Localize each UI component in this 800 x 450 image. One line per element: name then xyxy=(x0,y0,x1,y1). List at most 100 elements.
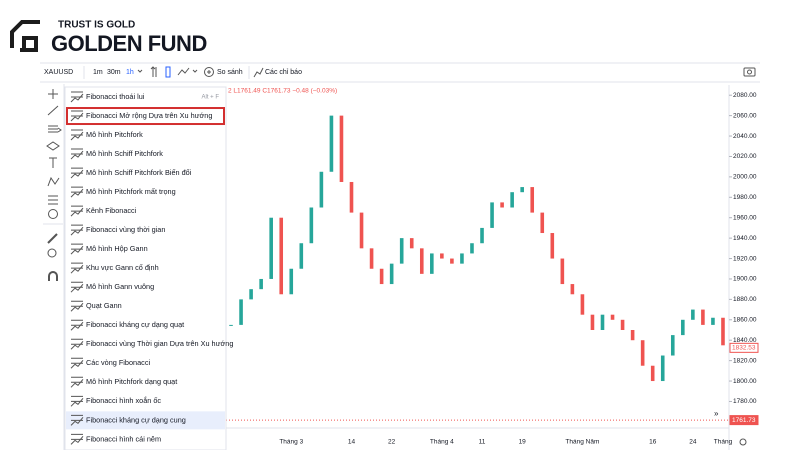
menu-item-label[interactable]: Mô hình Gann vuông xyxy=(86,282,154,291)
candle xyxy=(309,207,314,244)
candle xyxy=(580,294,585,315)
settings-icon[interactable] xyxy=(739,438,747,446)
compare-icon[interactable] xyxy=(207,70,211,74)
y-tick-label: 1800.00 xyxy=(733,378,757,385)
candle xyxy=(600,314,605,330)
candle-icon[interactable] xyxy=(165,66,171,78)
menu-item-icon[interactable] xyxy=(70,319,84,331)
menu-item-icon[interactable] xyxy=(70,205,84,217)
menu-item-icon[interactable] xyxy=(70,433,84,445)
menu-item-icon[interactable] xyxy=(70,262,84,274)
menu-item-icon[interactable] xyxy=(70,300,84,312)
camera-icon[interactable] xyxy=(743,67,756,77)
scroll-button[interactable]: » xyxy=(714,409,719,418)
candle xyxy=(269,217,273,279)
menu-item-label[interactable]: Fibonacci kháng cự dạng quạt xyxy=(86,320,184,329)
menu-item-label[interactable]: Fibonacci hình cái nêm xyxy=(86,434,161,443)
x-tick-label: Tháng Năm xyxy=(565,439,599,446)
menu-item-icon[interactable] xyxy=(70,376,84,388)
zoom-tool[interactable] xyxy=(47,248,57,258)
y-tick-label: 2020.00 xyxy=(733,153,757,160)
menu-item-label[interactable]: Mô hình Pitchfork mất trọng xyxy=(86,187,176,196)
bars-icon[interactable] xyxy=(150,66,157,77)
menu-item-label[interactable]: Fibonacci vùng thời gian xyxy=(86,225,165,234)
magnet-tool[interactable] xyxy=(48,271,58,281)
menu-item-icon[interactable] xyxy=(70,357,84,369)
menu-item-icon[interactable] xyxy=(70,167,84,179)
menu-item-icon[interactable] xyxy=(70,243,84,255)
menu-item-icon[interactable] xyxy=(70,395,84,407)
candle xyxy=(409,238,414,249)
y-tick-label: 1840.00 xyxy=(733,337,757,344)
candle xyxy=(701,309,705,325)
y-tick-label: 1780.00 xyxy=(733,398,757,405)
line-icon[interactable] xyxy=(177,67,190,76)
interval[interactable]: 1m xyxy=(93,69,103,76)
symbol[interactable]: XAUUSD xyxy=(44,69,73,76)
ohlc-legend: 2 L1761.49 C1761.73 −0.48 (−0.03%) xyxy=(228,88,337,95)
icon-tool[interactable] xyxy=(48,209,58,219)
text-tool[interactable] xyxy=(49,157,57,168)
menu-item-label[interactable]: Fibonacci thoái lui xyxy=(86,92,145,101)
trendline-tool[interactable] xyxy=(47,105,59,116)
dropdown-icon[interactable] xyxy=(137,69,143,73)
compare-icon[interactable] xyxy=(204,67,214,77)
price-tag: 1832.53 xyxy=(732,345,756,352)
menu-item-label[interactable]: Mô hình Schiff Pitchfork xyxy=(86,149,163,158)
interval-active[interactable]: 1h xyxy=(126,69,134,76)
x-tick-label: 19 xyxy=(519,439,527,446)
y-tick-label: 1900.00 xyxy=(733,276,757,283)
x-tick-label: 16 xyxy=(649,439,657,446)
menu-item-label[interactable]: Kênh Fibonacci xyxy=(86,206,137,215)
candle xyxy=(510,192,514,208)
camera-icon[interactable] xyxy=(747,69,752,75)
measure-tool[interactable] xyxy=(47,233,58,244)
x-tick-label: 14 xyxy=(348,439,356,446)
menu-item-icon[interactable] xyxy=(70,224,84,236)
menu-item-label[interactable]: Khu vực Gann cố định xyxy=(86,263,159,272)
menu-item-label[interactable]: Quạt Gann xyxy=(86,301,122,310)
menu-item-label[interactable]: Mô hình Hộp Gann xyxy=(86,244,148,253)
crosshair-tool[interactable] xyxy=(48,89,58,99)
highlight-box xyxy=(66,107,225,126)
menu-item-label[interactable]: Fibonacci hình xoắn ốc xyxy=(86,396,161,405)
candle xyxy=(359,212,364,249)
candle xyxy=(681,319,685,336)
candle xyxy=(399,238,404,264)
x-tick-label: 24 xyxy=(689,439,697,446)
menu-item-icon[interactable] xyxy=(70,338,84,350)
menu-item-icon[interactable] xyxy=(70,281,84,293)
indicators-button[interactable]: Các chỉ báo xyxy=(265,68,302,76)
candle xyxy=(550,233,555,259)
menu-item-icon[interactable] xyxy=(70,414,84,426)
candle xyxy=(229,324,233,326)
interval[interactable]: 30m xyxy=(107,69,121,76)
menu-item-icon[interactable] xyxy=(70,129,84,141)
menu-item-label[interactable]: Mô hình Schiff Pitchfork Biến đổi xyxy=(86,168,192,177)
candle xyxy=(640,340,645,366)
menu-item-label[interactable]: Fibonacci kháng cự dạng cung xyxy=(86,415,186,424)
menu-item-icon[interactable] xyxy=(70,148,84,160)
menu-item-icon[interactable] xyxy=(70,91,84,103)
fib-tool[interactable] xyxy=(48,125,58,133)
menu-item-label[interactable]: Mô hình Pitchfork dạng quạt xyxy=(86,377,177,386)
fib-tool-arrow[interactable] xyxy=(57,127,62,133)
menu-item-icon[interactable] xyxy=(70,186,84,198)
y-tick-label: 1920.00 xyxy=(733,255,757,262)
y-tick-label: 1940.00 xyxy=(733,235,757,242)
menu-item-icon[interactable] xyxy=(70,110,84,122)
menu-item-label[interactable]: Các vòng Fibonacci xyxy=(86,358,150,367)
shape-tool[interactable] xyxy=(46,141,60,151)
x-tick-label: Tháng 3 xyxy=(279,439,303,446)
indicators-icon[interactable] xyxy=(253,67,264,78)
candle xyxy=(419,248,424,274)
menu-item-label[interactable]: Fibonacci vùng Thời gian Dựa trên Xu hướ… xyxy=(86,339,233,348)
menu-item-label[interactable]: Fibonacci Mở rộng Dựa trên Xu hướng xyxy=(86,111,212,120)
pattern-tool[interactable] xyxy=(47,176,60,187)
prediction-tool[interactable] xyxy=(48,195,58,205)
candle xyxy=(610,314,615,320)
menu-item-label[interactable]: Mô hình Pitchfork xyxy=(86,130,143,139)
candle xyxy=(711,317,715,325)
dropdown-icon[interactable] xyxy=(192,69,198,73)
compare-button[interactable]: So sánh xyxy=(217,69,243,76)
